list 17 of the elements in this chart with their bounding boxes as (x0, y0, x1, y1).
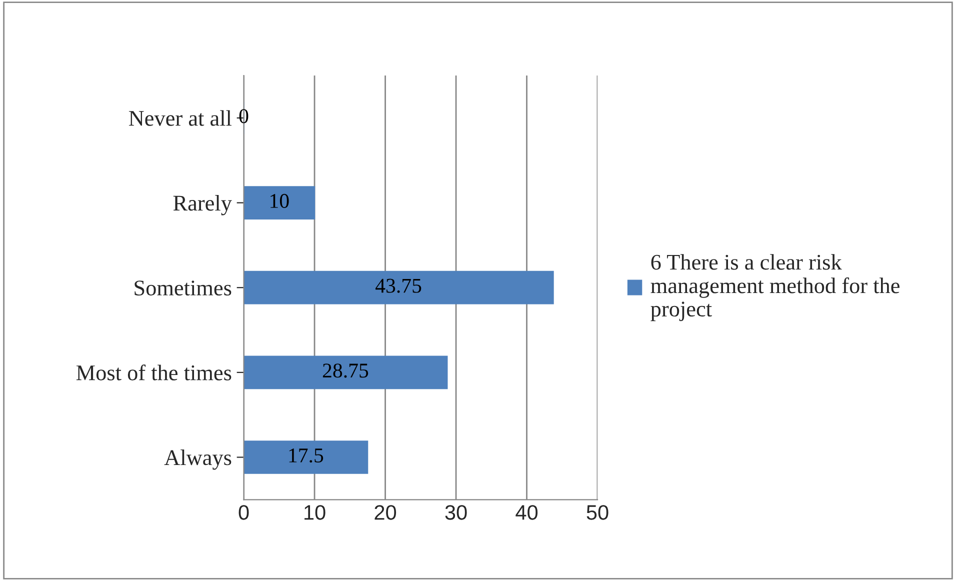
data-label: 43.75 (376, 278, 422, 293)
x-tick-label: 0 (238, 505, 249, 520)
x-tick-label: 30 (445, 505, 467, 520)
legend-label: 6 There is a clear risk management method for the project (650, 254, 900, 322)
x-tick-label: 20 (374, 505, 396, 520)
y-tick-label: Always (164, 450, 232, 470)
data-label: 0 (239, 109, 248, 124)
y-tick-label: Rarely (173, 195, 232, 216)
data-label: 10 (270, 194, 289, 208)
x-tick-label: 50 (586, 505, 608, 520)
data-label: 17.5 (289, 448, 324, 463)
y-tick-label: Most of the times (76, 364, 232, 380)
y-tick-label: Never at all (128, 110, 232, 126)
x-tick-label: 40 (516, 505, 538, 520)
data-label: 28.75 (322, 364, 368, 378)
x-tick-label: 10 (304, 505, 326, 520)
y-tick-label: Sometimes (134, 280, 232, 296)
